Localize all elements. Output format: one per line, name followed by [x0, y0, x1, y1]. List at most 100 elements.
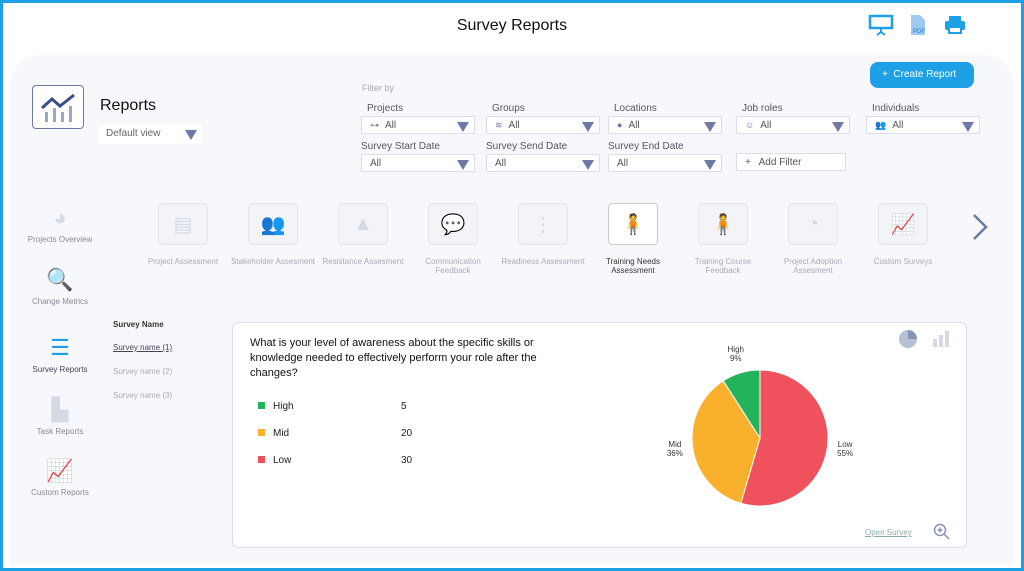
add-filter-button[interactable]: + Add Filter: [736, 153, 846, 171]
bar-view-icon[interactable]: [931, 329, 951, 349]
create-report-label: Create Report: [893, 69, 957, 80]
chevron-down-icon: [962, 122, 974, 132]
filter-dropdown[interactable]: All: [361, 154, 475, 172]
chevron-down-icon: [582, 122, 594, 132]
main-panel: Reports Default view + Create Report Fil…: [10, 55, 1014, 565]
presentation-icon[interactable]: [868, 14, 894, 36]
filter-dropdown[interactable]: All: [486, 154, 600, 172]
sidebar-label: Change Metrics: [31, 297, 89, 306]
sidebar-icon: 🔍: [46, 267, 74, 292]
pie-slice-mid: [691, 380, 761, 504]
pie-label-name: Low: [837, 440, 853, 450]
filter-icon: ⊶: [370, 120, 379, 130]
category-icon: 💬: [428, 203, 478, 245]
filter-dropdown[interactable]: ≋ All: [486, 116, 600, 134]
category-tile[interactable]: ▲ Resistance Assesment: [318, 203, 408, 266]
view-dropdown[interactable]: Default view: [98, 125, 202, 144]
category-label: Readiness Assessment: [501, 257, 585, 266]
sidebar-icon: ◕: [53, 205, 67, 230]
filter-value: All: [495, 158, 507, 169]
category-icon: ▤: [158, 203, 208, 245]
chevron-down-icon: [704, 122, 716, 132]
legend-swatch: [258, 402, 265, 409]
sidebar-item[interactable]: 🔍 Change Metrics: [20, 267, 100, 306]
filter-dropdown[interactable]: ☺ All: [736, 116, 850, 134]
category-tile[interactable]: 👥 Stakeholder Assesment: [228, 203, 318, 266]
chevron-down-icon: [457, 160, 469, 170]
sidebar-item[interactable]: ▙ Task Reports: [20, 397, 100, 436]
legend-label: High: [273, 401, 294, 412]
chevron-down-icon: [704, 160, 716, 170]
category-tile[interactable]: ◔ Project Adoption Assesment: [768, 203, 858, 275]
sidebar-item[interactable]: ◕ Projects Overview: [20, 205, 100, 244]
category-icon: 🧍: [608, 203, 658, 245]
category-icon: 🧍: [698, 203, 748, 245]
category-tile[interactable]: 🧍 Training Needs Assessment: [588, 203, 678, 275]
chevron-down-icon: [457, 122, 469, 132]
filter-value: All: [370, 158, 382, 169]
pie-label-percent: 55%: [837, 449, 854, 459]
category-icon: 👥: [248, 203, 298, 245]
sidebar-item[interactable]: ☰ Survey Reports: [20, 335, 100, 374]
category-label: Training Needs Assessment: [606, 257, 660, 275]
category-tile[interactable]: 💬 Communication Feedback: [408, 203, 498, 275]
legend-item: High: [258, 401, 294, 412]
filter-icon: ☺: [745, 120, 755, 130]
chevron-down-icon: [582, 160, 594, 170]
category-tile[interactable]: ▤ Project Assessment: [138, 203, 228, 266]
sidebar-label: Custom Reports: [31, 488, 89, 497]
category-label: Stakeholder Assesment: [230, 257, 316, 266]
category-tile[interactable]: ⋮ Readiness Assessment: [498, 203, 588, 266]
filter-value: All: [508, 120, 520, 131]
pie-view-icon[interactable]: [898, 329, 920, 349]
survey-card: What is your level of awareness about th…: [232, 322, 967, 548]
chevron-down-icon: [832, 122, 844, 132]
filter-label: Survey Send Date: [486, 141, 568, 152]
category-label: Custom Surveys: [873, 257, 933, 266]
filter-icon: ≋: [495, 120, 503, 130]
category-label: Project Assessment: [147, 257, 219, 266]
survey-list-item[interactable]: Survey name (2): [113, 367, 173, 376]
category-icon: ◔: [788, 203, 838, 245]
view-value: Default view: [106, 128, 161, 139]
legend-item: Low: [258, 455, 291, 466]
category-tile[interactable]: 📈 Custom Surveys: [858, 203, 948, 266]
create-report-button[interactable]: + Create Report: [870, 62, 974, 88]
reports-title: Reports: [100, 97, 157, 114]
category-icon: 📈: [878, 203, 928, 245]
filter-dropdown[interactable]: All: [608, 154, 722, 172]
legend-label: Low: [273, 455, 292, 466]
next-arrow-icon[interactable]: [970, 213, 990, 241]
chevron-down-icon: [185, 130, 197, 140]
filter-value: All: [760, 120, 772, 131]
zoom-in-icon[interactable]: [933, 523, 951, 541]
category-tile[interactable]: 🧍 Training Course Feedback: [678, 203, 768, 275]
filter-by-label: Filter by: [362, 83, 395, 93]
survey-list-item[interactable]: Survey name (1): [113, 343, 173, 352]
filter-label: Groups: [492, 103, 525, 114]
filter-dropdown[interactable]: 👥 All: [866, 116, 980, 134]
sidebar-item[interactable]: 📈 Custom Reports: [20, 458, 100, 497]
filter-dropdown[interactable]: ⊶ All: [361, 116, 475, 134]
pie-slice-low: [740, 369, 829, 507]
pie-label-name: High: [727, 345, 744, 355]
open-survey-link[interactable]: Open Survey: [865, 528, 912, 537]
pdf-icon[interactable]: PDF: [908, 14, 930, 36]
filter-value: All: [385, 120, 397, 131]
filter-icon: ●: [617, 120, 623, 130]
filter-label: Job roles: [742, 103, 783, 114]
filter-dropdown[interactable]: ● All: [608, 116, 722, 134]
category-icon: ▲: [338, 203, 388, 245]
filter-value: All: [628, 120, 640, 131]
survey-list-item[interactable]: Survey name (3): [113, 391, 173, 400]
filter-label: Locations: [614, 103, 657, 114]
category-icon: ⋮: [518, 203, 568, 245]
pie-slice-high: [722, 369, 761, 440]
survey-name-header: Survey Name: [113, 320, 164, 329]
pie-label-percent: 9%: [729, 354, 742, 364]
sidebar-icon: 📈: [46, 458, 74, 483]
printer-icon[interactable]: [944, 14, 966, 36]
sidebar-label: Survey Reports: [32, 365, 88, 374]
filter-label: Survey End Date: [608, 141, 684, 152]
filter-label: Survey Start Date: [361, 141, 440, 152]
